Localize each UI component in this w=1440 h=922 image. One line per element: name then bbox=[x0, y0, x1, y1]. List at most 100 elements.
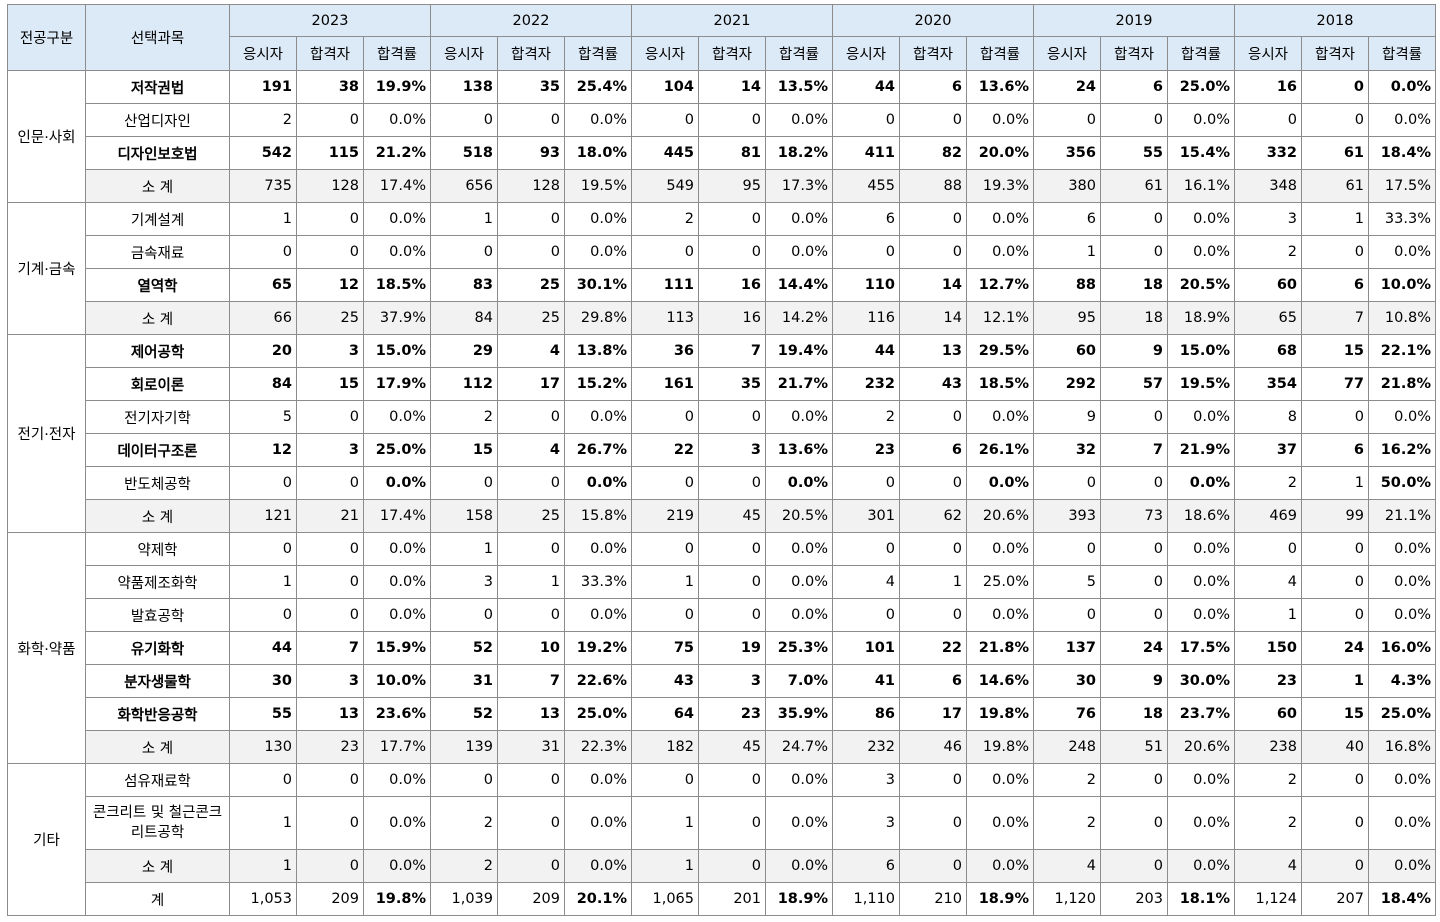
data-row: 콘크리트 및 철근콘크리트공학 1 0 0.0% 2 0 0.0% 1 0 0.0% 3 0 0.0% 2… bbox=[8, 796, 1436, 850]
value-cell: 0 bbox=[899, 400, 967, 434]
value-cell: 0 bbox=[698, 565, 766, 599]
subject-cell: 반도체공학 bbox=[85, 466, 230, 500]
value-cell: 95 bbox=[1033, 301, 1101, 335]
value-cell: 0.0% bbox=[1368, 796, 1436, 850]
value-cell: 113 bbox=[631, 301, 699, 335]
value-cell: 0.0% bbox=[1167, 235, 1235, 269]
value-cell: 13.6% bbox=[966, 70, 1034, 104]
subtotal-row: 소 계 121 21 17.4% 158 25 15.8% 219 45 20.5% 301 62 20… bbox=[8, 499, 1436, 533]
value-cell: 14.4% bbox=[765, 268, 833, 302]
value-cell: 13.6% bbox=[765, 433, 833, 467]
value-cell: 24 bbox=[1301, 631, 1369, 665]
subtotal-row: 소 계 1 0 0.0% 2 0 0.0% 1 0 0.0% 6 0 0.0% 4 0 0.0% 4 0 0.0% bbox=[8, 849, 1436, 883]
subheader-cell: 합격자 bbox=[899, 36, 967, 71]
value-cell: 0.0% bbox=[363, 598, 431, 632]
value-cell: 0.0% bbox=[564, 103, 632, 137]
value-cell: 0 bbox=[1100, 849, 1168, 883]
value-cell: 0 bbox=[698, 763, 766, 797]
value-cell: 0.0% bbox=[1368, 70, 1436, 104]
value-cell: 30.0% bbox=[1167, 664, 1235, 698]
value-cell: 13.5% bbox=[765, 70, 833, 104]
value-cell: 128 bbox=[497, 169, 565, 203]
value-cell: 0 bbox=[1033, 466, 1101, 500]
value-cell: 52 bbox=[430, 631, 498, 665]
value-cell: 44 bbox=[832, 334, 900, 368]
value-cell: 12.7% bbox=[966, 268, 1034, 302]
value-cell: 7.0% bbox=[765, 664, 833, 698]
value-cell: 65 bbox=[229, 268, 297, 302]
value-cell: 29.5% bbox=[966, 334, 1034, 368]
value-cell: 14.2% bbox=[765, 301, 833, 335]
value-cell: 0.0% bbox=[1368, 565, 1436, 599]
value-cell: 232 bbox=[832, 730, 900, 764]
value-cell: 0 bbox=[1100, 532, 1168, 566]
value-cell: 18.2% bbox=[765, 136, 833, 170]
value-cell: 21.1% bbox=[1368, 499, 1436, 533]
subheader-cell: 합격자 bbox=[1301, 36, 1369, 71]
value-cell: 6 bbox=[1301, 268, 1369, 302]
data-row: 유기화학 44 7 15.9% 52 10 19.2% 75 19 25.3% 101 22 21.8%… bbox=[8, 631, 1436, 665]
value-cell: 0 bbox=[899, 202, 967, 236]
value-cell: 0.0% bbox=[363, 202, 431, 236]
value-cell: 21.8% bbox=[1368, 367, 1436, 401]
value-cell: 2 bbox=[1234, 763, 1302, 797]
value-cell: 18.4% bbox=[1368, 136, 1436, 170]
value-cell: 2 bbox=[631, 202, 699, 236]
value-cell: 0 bbox=[631, 400, 699, 434]
value-cell: 0 bbox=[1301, 532, 1369, 566]
value-cell: 0.0% bbox=[564, 400, 632, 434]
value-cell: 88 bbox=[899, 169, 967, 203]
group-cell: 전기·전자 bbox=[7, 334, 86, 533]
value-cell: 0.0% bbox=[966, 849, 1034, 883]
value-cell: 22 bbox=[631, 433, 699, 467]
value-cell: 0 bbox=[1100, 202, 1168, 236]
value-cell: 86 bbox=[832, 697, 900, 731]
value-cell: 16.1% bbox=[1167, 169, 1235, 203]
value-cell: 22.6% bbox=[564, 664, 632, 698]
value-cell: 38 bbox=[296, 70, 364, 104]
subject-cell: 소 계 bbox=[85, 730, 230, 764]
value-cell: 6 bbox=[1301, 433, 1369, 467]
value-cell: 0 bbox=[296, 763, 364, 797]
value-cell: 0.0% bbox=[966, 400, 1034, 434]
value-cell: 20.1% bbox=[564, 882, 632, 916]
value-cell: 44 bbox=[229, 631, 297, 665]
value-cell: 0.0% bbox=[363, 763, 431, 797]
value-cell: 518 bbox=[430, 136, 498, 170]
value-cell: 5 bbox=[229, 400, 297, 434]
value-cell: 1,124 bbox=[1234, 882, 1302, 916]
value-cell: 0 bbox=[1234, 103, 1302, 137]
value-cell: 0 bbox=[1301, 235, 1369, 269]
subject-cell: 저작권법 bbox=[85, 70, 230, 104]
value-cell: 88 bbox=[1033, 268, 1101, 302]
value-cell: 0.0% bbox=[1167, 103, 1235, 137]
value-cell: 2 bbox=[430, 400, 498, 434]
year-header: 2022 bbox=[430, 4, 632, 37]
value-cell: 17.7% bbox=[363, 730, 431, 764]
value-cell: 549 bbox=[631, 169, 699, 203]
group-cell: 화학·약품 bbox=[7, 532, 86, 764]
value-cell: 6 bbox=[899, 70, 967, 104]
subject-cell: 분자생물학 bbox=[85, 664, 230, 698]
value-cell: 45 bbox=[698, 730, 766, 764]
value-cell: 14 bbox=[899, 301, 967, 335]
value-cell: 18 bbox=[1100, 697, 1168, 731]
year-header: 2019 bbox=[1033, 4, 1235, 37]
value-cell: 20.6% bbox=[1167, 730, 1235, 764]
value-cell: 18.5% bbox=[966, 367, 1034, 401]
value-cell: 17 bbox=[497, 367, 565, 401]
value-cell: 0.0% bbox=[765, 103, 833, 137]
value-cell: 22.3% bbox=[564, 730, 632, 764]
subject-cell: 발효공학 bbox=[85, 598, 230, 632]
value-cell: 7 bbox=[1301, 301, 1369, 335]
value-cell: 17.5% bbox=[1368, 169, 1436, 203]
value-cell: 0 bbox=[296, 466, 364, 500]
value-cell: 7 bbox=[1100, 433, 1168, 467]
value-cell: 25.3% bbox=[765, 631, 833, 665]
value-cell: 0.0% bbox=[363, 466, 431, 500]
value-cell: 0 bbox=[698, 796, 766, 850]
value-cell: 36 bbox=[631, 334, 699, 368]
value-cell: 14 bbox=[698, 70, 766, 104]
value-cell: 0.0% bbox=[966, 532, 1034, 566]
value-cell: 0 bbox=[631, 532, 699, 566]
